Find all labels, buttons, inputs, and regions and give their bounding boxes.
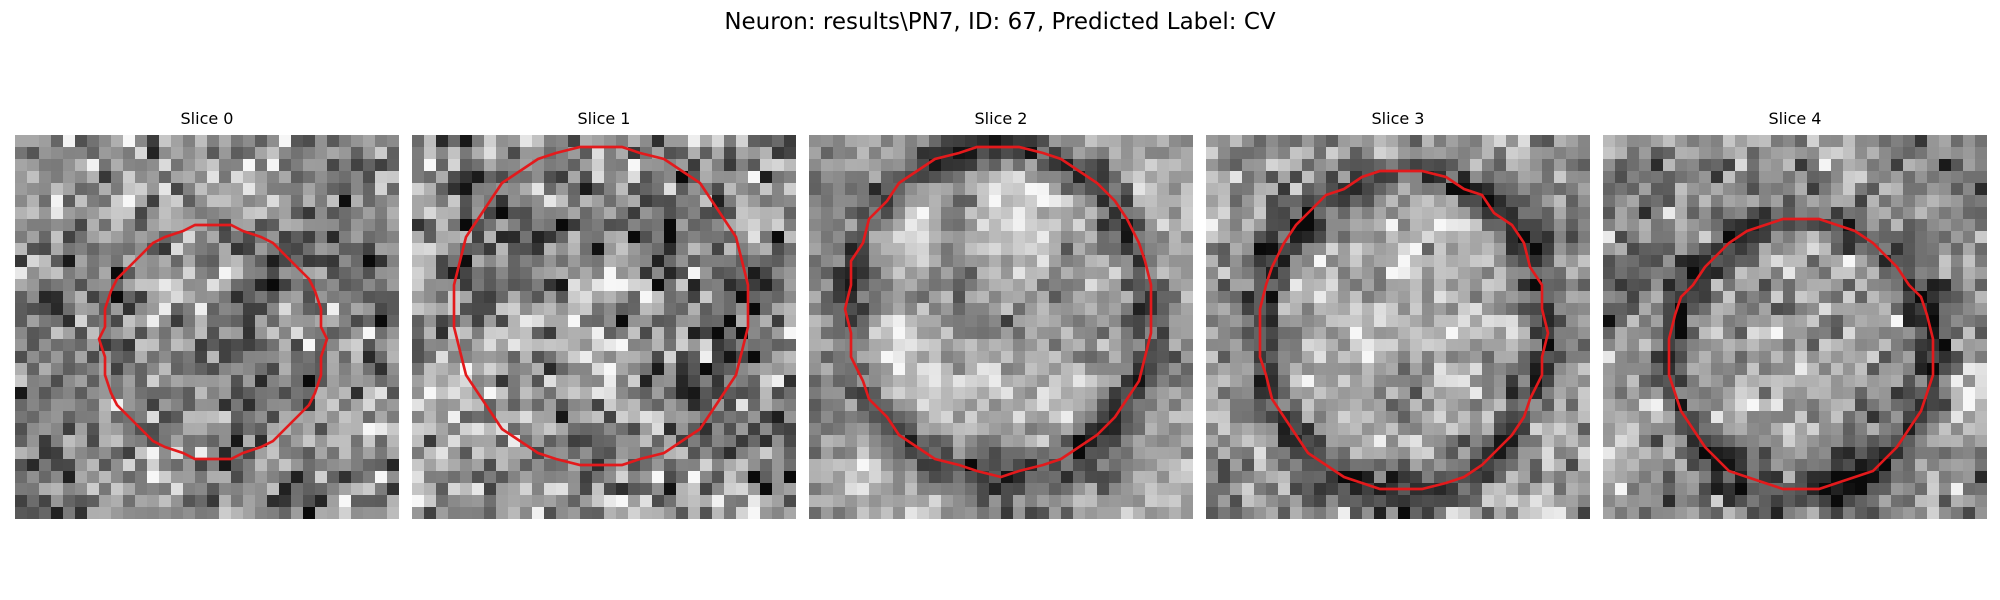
segmentation-contour bbox=[1667, 217, 1935, 491]
slice-panel-2: Slice 2 bbox=[809, 108, 1193, 519]
slice-panel-1: Slice 1 bbox=[412, 108, 796, 519]
slice-4-image bbox=[1603, 135, 1987, 519]
segmentation-contour bbox=[97, 223, 329, 461]
segmentation-contour bbox=[1258, 169, 1550, 491]
segmentation-contour bbox=[843, 145, 1153, 479]
slice-3-title: Slice 3 bbox=[1371, 109, 1425, 128]
slice-2-title: Slice 2 bbox=[974, 109, 1028, 128]
slice-1-image bbox=[412, 135, 796, 519]
figure-title: Neuron: results\PN7, ID: 67, Predicted L… bbox=[724, 9, 1276, 35]
slice-1-title: Slice 1 bbox=[577, 109, 631, 128]
slice-panel-4: Slice 4 bbox=[1603, 108, 1987, 519]
slice-panel-0: Slice 0 bbox=[15, 108, 399, 519]
slice-3-image bbox=[1206, 135, 1590, 519]
slice-0-image bbox=[15, 135, 399, 519]
segmentation-contour bbox=[452, 145, 750, 467]
slice-0-title: Slice 0 bbox=[180, 109, 234, 128]
slice-2-image bbox=[809, 135, 1193, 519]
slice-4-title: Slice 4 bbox=[1768, 109, 1822, 128]
slice-panel-3: Slice 3 bbox=[1206, 108, 1590, 519]
